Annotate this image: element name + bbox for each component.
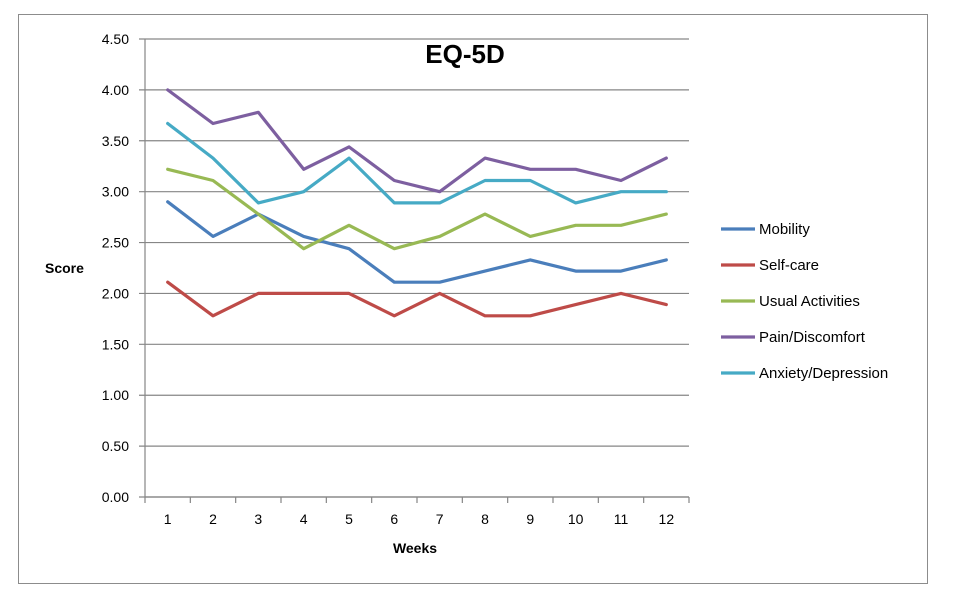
series-line-anxiety-depression [166, 121, 668, 205]
series-line-mobility [166, 200, 668, 284]
legend-label: Mobility [759, 221, 810, 238]
x-tick-label: 7 [436, 511, 444, 527]
x-tick-label: 8 [481, 511, 489, 527]
y-tick-label: 4.00 [102, 82, 129, 98]
y-tick-label: 3.50 [102, 133, 129, 149]
chart-title: EQ-5D [425, 39, 504, 69]
x-tick-label: 3 [254, 511, 262, 527]
x-tick-label: 5 [345, 511, 353, 527]
x-tick-label: 12 [659, 511, 675, 527]
legend-label: Usual Activities [759, 293, 860, 310]
x-tick-label: 9 [526, 511, 534, 527]
legend-label: Pain/Discomfort [759, 329, 866, 346]
chart-svg: 0.00 0.50 1.00 1.50 2.00 2.50 3.00 3.50 4.00 4.50… [45, 31, 888, 556]
y-tick-label: 0.50 [102, 438, 129, 454]
x-tick-label: 11 [614, 511, 629, 527]
x-axis-title: Weeks [393, 540, 437, 556]
series-lines [166, 88, 668, 318]
series-line-usual-activities [166, 167, 668, 251]
y-tick-label: 2.50 [102, 235, 129, 251]
y-tick-label: 0.00 [102, 489, 129, 505]
x-tick-label: 2 [209, 511, 217, 527]
x-tick-label: 1 [164, 511, 172, 527]
chart-frame: 0.00 0.50 1.00 1.50 2.00 2.50 3.00 3.50 4.00 4.50… [18, 14, 928, 584]
x-tick-label: 4 [300, 511, 308, 527]
legend-label: Anxiety/Depression [759, 365, 888, 382]
legend: Mobility Self-care Usual Activities Pain/Di… [721, 221, 888, 382]
legend-label: Self-care [759, 257, 819, 274]
series-line-pain-discomfort [166, 88, 668, 194]
x-tick-label: 10 [568, 511, 584, 527]
series-line-self-care [166, 280, 668, 318]
gridlines [139, 38, 689, 498]
y-tick-label: 1.00 [102, 387, 129, 403]
y-axis-title: Score [45, 260, 84, 276]
y-tick-label: 4.50 [102, 31, 129, 47]
x-tick-label: 6 [390, 511, 398, 527]
y-tick-label: 2.00 [102, 285, 129, 301]
y-tick-label: 1.50 [102, 336, 129, 352]
x-tick-labels: 1 2 3 4 5 6 7 8 9 10 11 12 [164, 511, 675, 527]
y-tick-labels: 0.00 0.50 1.00 1.50 2.00 2.50 3.00 3.50 4.00 4.50 [102, 31, 129, 505]
y-tick-label: 3.00 [102, 184, 129, 200]
axes [144, 39, 690, 503]
